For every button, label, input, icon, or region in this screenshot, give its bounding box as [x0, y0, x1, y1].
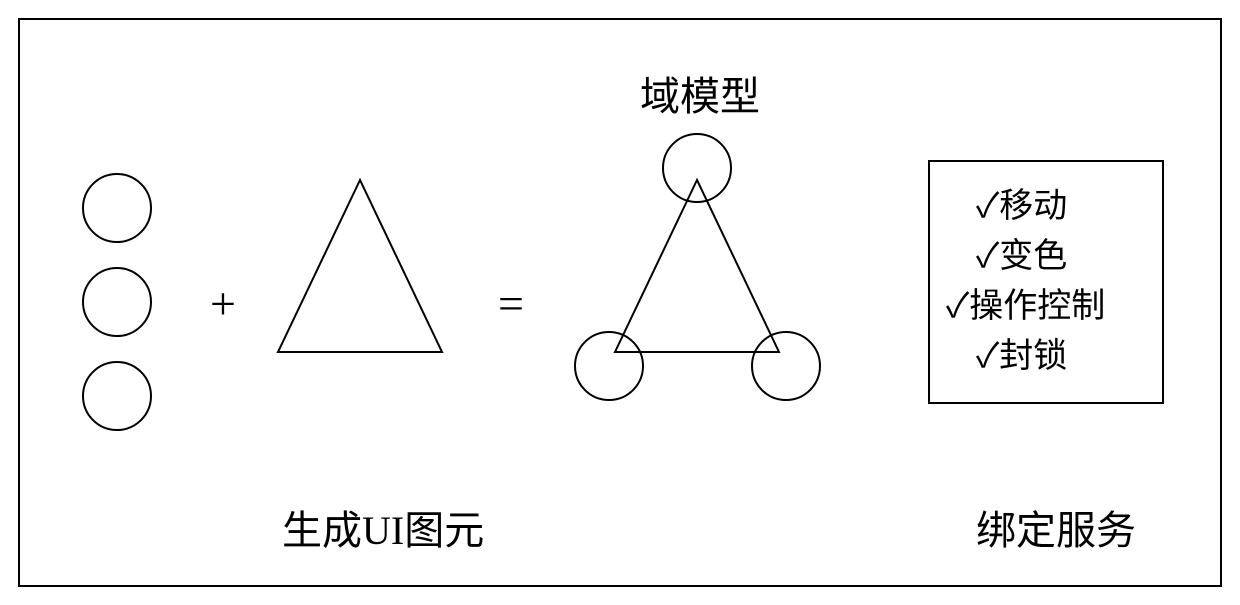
left-circle-1: [83, 174, 151, 242]
service-item-1: ✓移动: [976, 178, 1067, 227]
model-circle-bl: [575, 332, 643, 400]
left-circle-2: [83, 268, 151, 336]
service-item-2: ✓变色: [976, 228, 1067, 277]
service-item-2-label: 变色: [999, 238, 1067, 275]
model-circle-br: [752, 332, 820, 400]
service-item-3-label: 操作控制: [969, 288, 1105, 325]
service-item-3: ✓操作控制: [946, 278, 1105, 327]
service-item-1-label: 移动: [999, 188, 1067, 225]
model-triangle: [615, 180, 779, 352]
model-circle-top: [663, 134, 731, 202]
check-icon: ✓: [976, 238, 999, 275]
service-item-4: ✓封锁: [976, 328, 1067, 377]
left-circle-3: [83, 362, 151, 430]
check-icon: ✓: [976, 188, 999, 225]
left-triangle: [278, 180, 442, 352]
check-icon: ✓: [976, 338, 999, 375]
check-icon: ✓: [946, 288, 969, 325]
service-item-4-label: 封锁: [999, 338, 1067, 375]
